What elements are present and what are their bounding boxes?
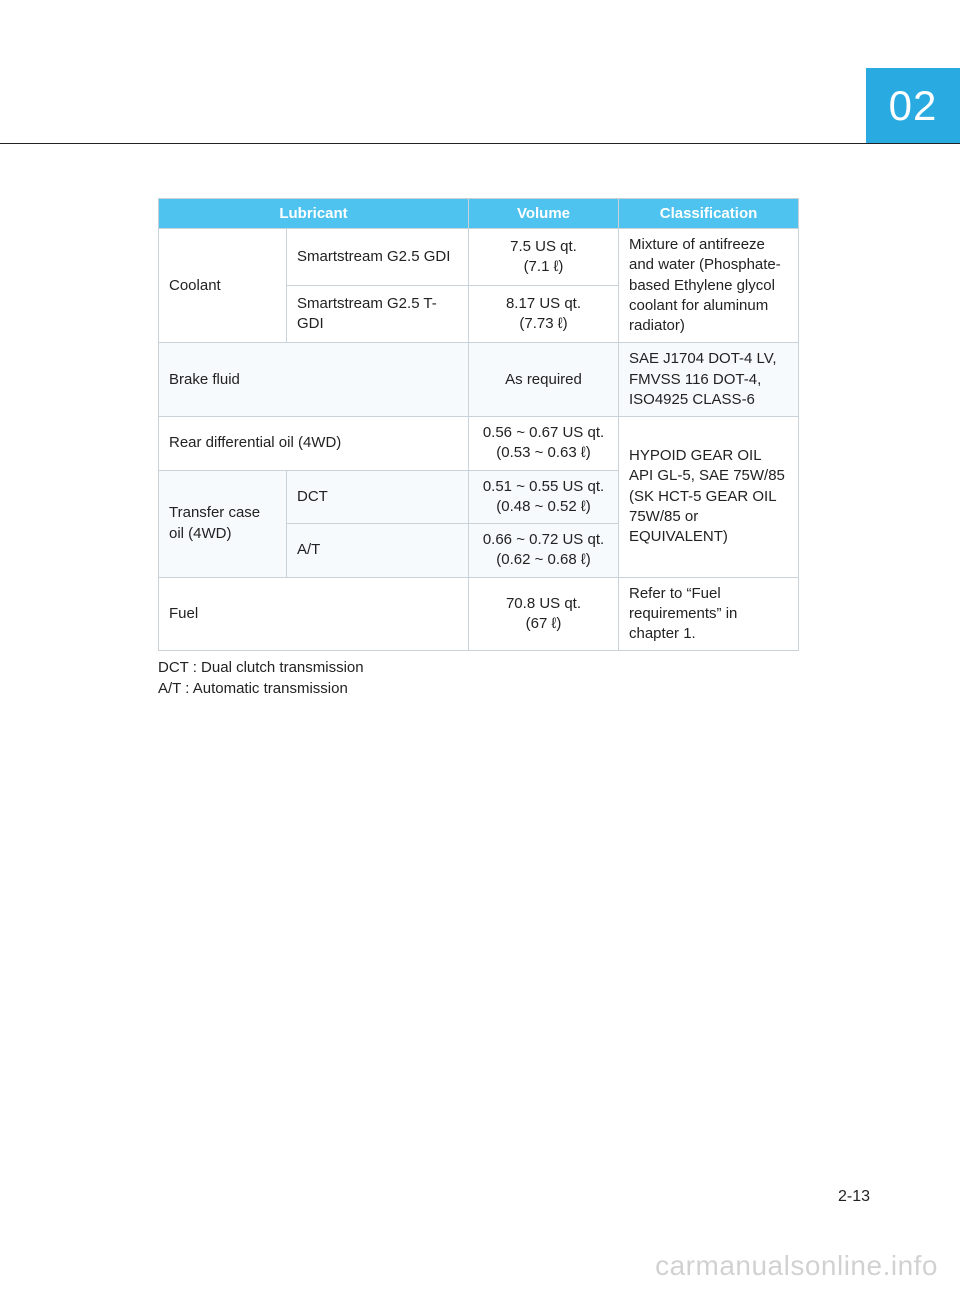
- cell-coolant-class: Mixture of antifreeze and water (Phospha…: [619, 229, 799, 343]
- cell-coolant-tgdi-name: Smartstream G2.5 T-GDI: [287, 286, 469, 343]
- vol-line: (0.53 ~ 0.63 ℓ): [479, 443, 608, 463]
- cell-fuel-vol: 70.8 US qt. (67 ℓ): [469, 577, 619, 651]
- chapter-badge: 02: [866, 68, 960, 144]
- vol-line: 7.5 US qt.: [479, 237, 608, 257]
- row-fuel: Fuel 70.8 US qt. (67 ℓ) Refer to “Fuel r…: [159, 577, 799, 651]
- cell-brake-vol: As required: [469, 343, 619, 417]
- cell-coolant-gdi-vol: 7.5 US qt. (7.1 ℓ): [469, 229, 619, 286]
- cell-coolant-label: Coolant: [159, 229, 287, 343]
- watermark: carmanualsonline.info: [655, 1250, 938, 1282]
- vol-line: (7.1 ℓ): [479, 257, 608, 277]
- cell-transfer-label: Transfer case oil (4WD): [159, 470, 287, 577]
- cell-transfer-at-vol: 0.66 ~ 0.72 US qt. (0.62 ~ 0.68 ℓ): [469, 524, 619, 578]
- col-lubricant: Lubricant: [159, 199, 469, 229]
- vol-line: (7.73 ℓ): [479, 314, 608, 334]
- footnote-at: A/T : Automatic transmission: [158, 678, 798, 699]
- row-coolant-gdi: Coolant Smartstream G2.5 GDI 7.5 US qt. …: [159, 229, 799, 286]
- cell-brake-label: Brake fluid: [159, 343, 469, 417]
- col-classification: Classification: [619, 199, 799, 229]
- cell-fuel-class: Refer to “Fuel requirements” in chapter …: [619, 577, 799, 651]
- cell-transfer-dct-name: DCT: [287, 470, 469, 524]
- vol-line: 8.17 US qt.: [479, 294, 608, 314]
- vol-line: (0.48 ~ 0.52 ℓ): [479, 497, 608, 517]
- vol-line: 70.8 US qt.: [479, 594, 608, 614]
- cell-reardiff-vol: 0.56 ~ 0.67 US qt. (0.53 ~ 0.63 ℓ): [469, 417, 619, 471]
- cell-gearoil-class: HYPOID GEAR OIL API GL-5, SAE 75W/85 (SK…: [619, 417, 799, 578]
- lubricant-table: Lubricant Volume Classification Coolant …: [158, 198, 799, 651]
- content-area: Lubricant Volume Classification Coolant …: [158, 198, 798, 699]
- row-reardiff: Rear differential oil (4WD) 0.56 ~ 0.67 …: [159, 417, 799, 471]
- footnotes: DCT : Dual clutch transmission A/T : Aut…: [158, 657, 798, 699]
- vol-line: (67 ℓ): [479, 614, 608, 634]
- footnote-dct: DCT : Dual clutch transmission: [158, 657, 798, 678]
- vol-line: 0.51 ~ 0.55 US qt.: [479, 477, 608, 497]
- header-rule: [0, 143, 960, 144]
- cell-fuel-label: Fuel: [159, 577, 469, 651]
- vol-line: 0.56 ~ 0.67 US qt.: [479, 423, 608, 443]
- cell-coolant-tgdi-vol: 8.17 US qt. (7.73 ℓ): [469, 286, 619, 343]
- vol-line: 0.66 ~ 0.72 US qt.: [479, 530, 608, 550]
- cell-transfer-dct-vol: 0.51 ~ 0.55 US qt. (0.48 ~ 0.52 ℓ): [469, 470, 619, 524]
- col-volume: Volume: [469, 199, 619, 229]
- cell-brake-class: SAE J1704 DOT-4 LV, FMVSS 116 DOT-4, ISO…: [619, 343, 799, 417]
- cell-reardiff-label: Rear differential oil (4WD): [159, 417, 469, 471]
- table-header-row: Lubricant Volume Classification: [159, 199, 799, 229]
- cell-transfer-at-name: A/T: [287, 524, 469, 578]
- page-number: 2-13: [838, 1188, 870, 1206]
- vol-line: (0.62 ~ 0.68 ℓ): [479, 550, 608, 570]
- cell-coolant-gdi-name: Smartstream G2.5 GDI: [287, 229, 469, 286]
- row-brake: Brake fluid As required SAE J1704 DOT-4 …: [159, 343, 799, 417]
